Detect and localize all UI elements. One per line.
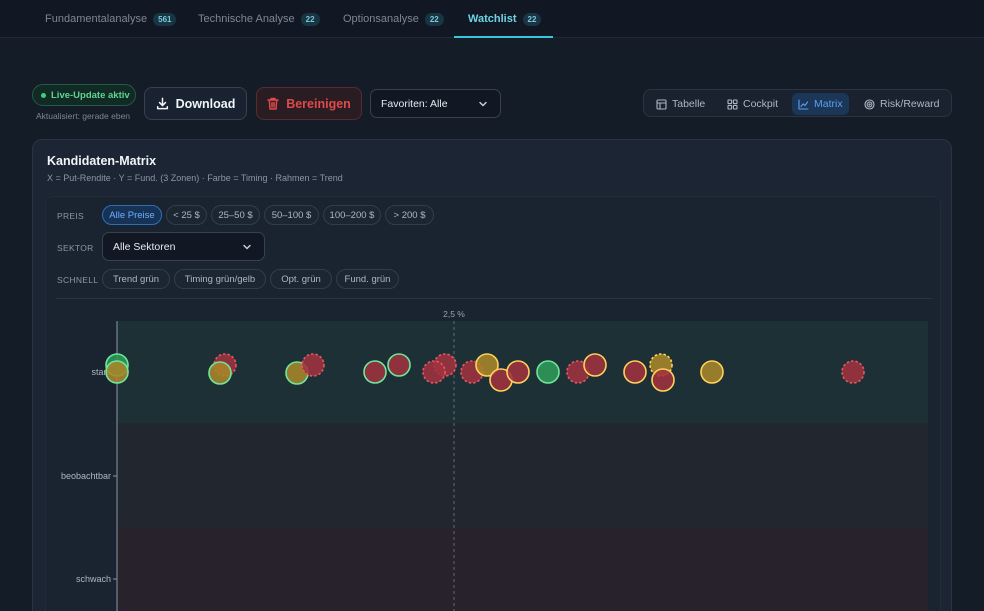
candidate-point[interactable] [422, 360, 446, 384]
candidate-point[interactable] [475, 353, 499, 377]
tab-technische-analyse[interactable]: Technische Analyse 22 [198, 0, 320, 38]
price-filter-label: PREIS [57, 211, 85, 221]
favorites-value: Favoriten: Alle [381, 97, 448, 110]
candidate-point[interactable] [387, 353, 411, 377]
tab-count-badge: 561 [153, 12, 177, 26]
candidate-point[interactable] [105, 360, 129, 384]
bereinigen-button[interactable]: Bereinigen [256, 87, 362, 120]
tab-label: Fundamentalanalyse [45, 13, 148, 25]
view-label: Cockpit [743, 98, 779, 110]
candidate-point[interactable] [841, 360, 865, 384]
price-chip-25-50[interactable]: 25–50 $ [211, 205, 260, 225]
tab-watchlist[interactable]: Watchlist 22 [453, 0, 554, 38]
view-label: Tabelle [672, 98, 706, 110]
table-icon [656, 98, 667, 110]
candidate-point[interactable] [363, 360, 387, 384]
view-label: Matrix [814, 98, 843, 110]
candidate-point[interactable] [583, 353, 607, 377]
y-tick-label: schwach [76, 574, 111, 584]
target-icon [864, 98, 875, 110]
view-cockpit-button[interactable]: Cockpit [721, 93, 784, 115]
price-chip-all[interactable]: Alle Preise [102, 205, 162, 225]
view-risk-reward-button[interactable]: Risk/Reward [858, 93, 946, 115]
quick-filter-label: SCHNELL [57, 275, 99, 285]
price-chip-over-200[interactable]: > 200 $ [385, 205, 434, 225]
tab-label: Technische Analyse [198, 13, 295, 25]
quick-chip-fund-green[interactable]: Fund. grün [336, 269, 399, 289]
candidate-point[interactable] [623, 360, 647, 384]
trash-icon [267, 97, 279, 110]
price-chip-50-100[interactable]: 50–100 $ [264, 205, 319, 225]
price-chip-under-25[interactable]: < 25 $ [166, 205, 207, 225]
tab-label: Watchlist [468, 13, 517, 25]
tab-label: Optionsanalyse [343, 13, 419, 25]
download-icon [156, 97, 168, 110]
view-switcher: Tabelle Cockpit Matrix Risk/Reward [643, 89, 952, 117]
y-tick-label: beobachtbar [61, 471, 111, 481]
tab-fundamentalanalyse[interactable]: Fundamentalanalyse 561 [45, 0, 177, 38]
view-tabelle-button[interactable]: Tabelle [650, 93, 711, 115]
live-update-label: Live-Update aktiv [51, 89, 130, 101]
chart-icon [798, 98, 809, 110]
price-chip-100-200[interactable]: 100–200 $ [323, 205, 381, 225]
favorites-select[interactable]: Favoriten: Alle [370, 89, 501, 118]
candidate-point[interactable] [700, 360, 724, 384]
live-dot-icon [41, 92, 46, 98]
sector-value: Alle Sektoren [113, 240, 176, 253]
filter-divider [56, 298, 932, 299]
candidate-point[interactable] [536, 360, 560, 384]
live-update-badge[interactable]: Live-Update aktiv [32, 84, 136, 106]
data-points [105, 353, 865, 392]
view-label: Risk/Reward [880, 98, 940, 110]
download-label: Download [175, 96, 236, 111]
chevron-down-icon [243, 244, 251, 250]
quick-chip-timing[interactable]: Timing grün/gelb [174, 269, 266, 289]
grid-icon [727, 98, 738, 110]
candidate-point[interactable] [208, 361, 232, 385]
download-button[interactable]: Download [144, 87, 247, 120]
candidate-point[interactable] [506, 360, 530, 384]
tab-count-badge: 22 [300, 12, 320, 26]
quick-chip-opt-green[interactable]: Opt. grün [270, 269, 332, 289]
sector-select[interactable]: Alle Sektoren [102, 232, 265, 261]
reference-line-label: 2,5 % [443, 309, 465, 319]
card-subtitle: X = Put-Rendite · Y = Fund. (3 Zonen) · … [47, 173, 343, 183]
zone-beobachtbar-band [117, 423, 928, 527]
candidate-point[interactable] [651, 368, 675, 392]
tab-count-badge: 22 [424, 12, 444, 26]
tab-optionsanalyse[interactable]: Optionsanalyse 22 [343, 0, 444, 38]
quick-chip-trend-green[interactable]: Trend grün [102, 269, 170, 289]
bereinigen-label: Bereinigen [286, 96, 351, 111]
tab-count-badge: 22 [522, 12, 542, 26]
updated-timestamp: Aktualisiert: gerade eben [36, 111, 131, 121]
sector-filter-label: SEKTOR [57, 243, 94, 253]
top-navigation: Fundamentalanalyse 561 Technische Analys… [0, 0, 984, 38]
chevron-down-icon [479, 101, 487, 107]
card-title: Kandidaten-Matrix [47, 154, 157, 168]
candidate-point[interactable] [301, 353, 325, 377]
y-tick-label: stark [91, 367, 111, 377]
zone-schwach-band [117, 527, 928, 611]
view-matrix-button[interactable]: Matrix [792, 93, 849, 115]
